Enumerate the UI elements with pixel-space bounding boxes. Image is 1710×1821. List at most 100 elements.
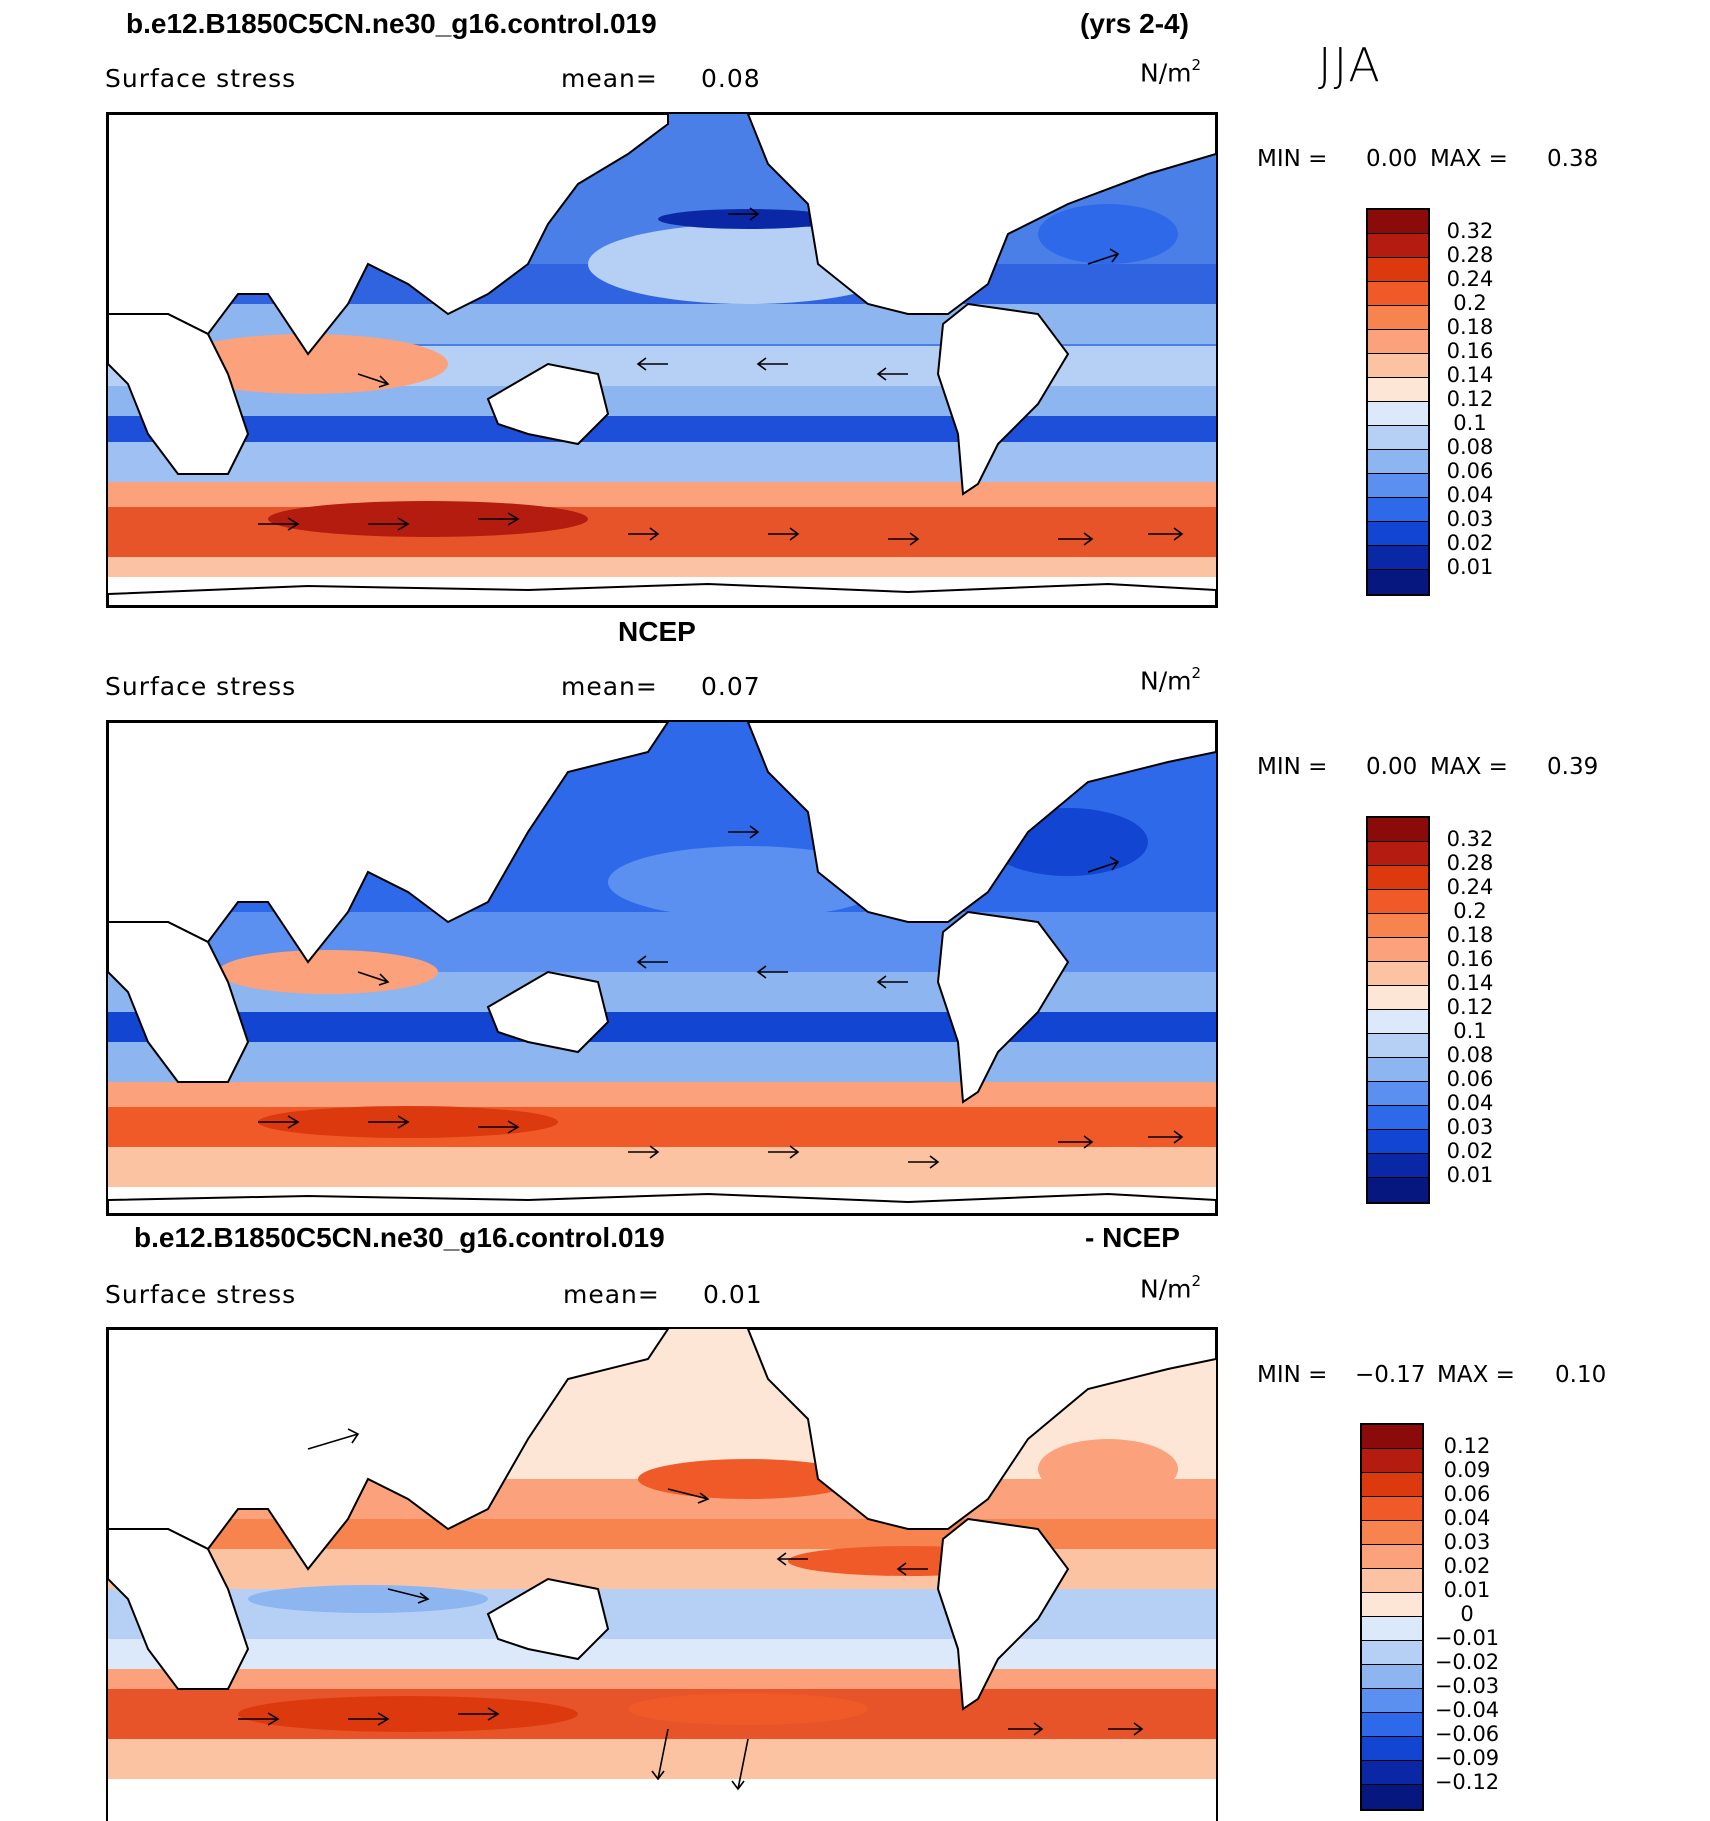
colorbar-tick-label: 0.14	[1446, 971, 1494, 995]
panel1-units: N/m2	[1140, 56, 1202, 87]
colorbar-tick-label: 0.12	[1446, 387, 1494, 411]
colorbar-tick-label: 0.03	[1446, 507, 1494, 531]
colorbar-box	[1368, 986, 1428, 1010]
band	[108, 1042, 1216, 1082]
colorbar-box	[1368, 258, 1428, 282]
continent-south-america	[936, 1517, 1070, 1711]
colorbar-box	[1368, 938, 1428, 962]
colorbar-box	[1368, 914, 1428, 938]
colorbar-box	[1362, 1785, 1422, 1809]
colorbar-box	[1368, 866, 1428, 890]
colorbar-box	[1368, 842, 1428, 866]
panel3-title-left: b.e12.B1850C5CN.ne30_g16.control.019	[134, 1222, 665, 1253]
warm-core	[638, 1459, 858, 1499]
colorbar-tick-label: 0.28	[1446, 243, 1494, 267]
colorbar-tick-label: 0.1	[1453, 1019, 1487, 1043]
panel2-map	[106, 720, 1218, 1216]
panel1-min-value: 0.00	[1366, 146, 1418, 172]
colorbar-tick-label: 0.01	[1443, 1578, 1491, 1602]
colorbar-tick-label: 0.04	[1446, 483, 1494, 507]
colorbar-tick-label: −0.02	[1434, 1650, 1500, 1674]
panel3-map-svg	[108, 1329, 1216, 1821]
panel3-variable: Surface stress	[105, 1280, 297, 1309]
warm-core	[1038, 1439, 1178, 1499]
continent-north-america	[746, 722, 1216, 923]
panel3-units-base: N/m	[1140, 1274, 1192, 1304]
colorbar-tick-label: 0.18	[1446, 315, 1494, 339]
panel1-map-svg	[108, 114, 1216, 606]
panel1-title-left: b.e12.B1850C5CN.ne30_g16.control.019	[126, 8, 657, 39]
warm-core	[628, 1693, 868, 1725]
warm-patch	[218, 950, 438, 994]
colorbar-box	[1368, 962, 1428, 986]
colorbar-box	[1362, 1737, 1422, 1761]
continent-north-america	[746, 1329, 1216, 1530]
colorbar-box	[1368, 1082, 1428, 1106]
colorbar-box	[1368, 474, 1428, 498]
colorbar-box	[1368, 402, 1428, 426]
panel2-mean-value: 0.07	[701, 672, 761, 701]
colorbar-tick-label: 0.18	[1446, 923, 1494, 947]
panel3-units-exp: 2	[1191, 1272, 1202, 1290]
colorbar-tick-label: 0.08	[1446, 1043, 1494, 1067]
panel2-colorbar	[1366, 816, 1430, 1204]
colorbar-box	[1368, 306, 1428, 330]
panel3-max-label: MAX =	[1437, 1362, 1515, 1388]
panel1-map	[106, 112, 1218, 608]
panel2-units-exp: 2	[1191, 664, 1202, 682]
wind-vectors	[258, 207, 1184, 546]
cool-core	[248, 1585, 488, 1613]
continent-north-america	[746, 114, 1216, 315]
panel3-title-right: - NCEP	[1085, 1222, 1180, 1253]
panel3-mean-label: mean=	[563, 1280, 660, 1309]
colorbar-box	[1368, 1058, 1428, 1082]
colorbar-box	[1368, 450, 1428, 474]
max-core	[238, 1696, 578, 1732]
panel1-colorbar	[1366, 208, 1430, 596]
colorbar-box	[1362, 1713, 1422, 1737]
panel1-units-exp: 2	[1191, 56, 1202, 74]
band	[108, 1082, 1216, 1107]
colorbar-box	[1362, 1761, 1422, 1785]
warm-patch	[168, 334, 448, 394]
band	[108, 442, 1216, 482]
colorbar-tick-label: 0.06	[1446, 459, 1494, 483]
colorbar-box	[1368, 1010, 1428, 1034]
band	[108, 1147, 1216, 1187]
panel2-title: NCEP	[618, 616, 696, 647]
colorbar-box	[1368, 1106, 1428, 1130]
continent-australia	[486, 1577, 610, 1661]
panel2-variable: Surface stress	[105, 672, 297, 701]
continent-antarctica	[108, 582, 1216, 606]
colorbar-box	[1362, 1641, 1422, 1665]
panel1-mean-value: 0.08	[701, 64, 761, 93]
band	[108, 1669, 1216, 1689]
continent-africa	[108, 1528, 250, 1690]
season-label: JJA	[1318, 38, 1382, 92]
panel1-max-label: MAX =	[1430, 146, 1508, 172]
continent-south-america	[936, 910, 1070, 1104]
colorbar-tick-label: 0.32	[1446, 827, 1494, 851]
panel2-mean-label: mean=	[561, 672, 658, 701]
colorbar-tick-label: 0.02	[1446, 1139, 1494, 1163]
colorbar-box	[1368, 546, 1428, 570]
colorbar-box	[1368, 890, 1428, 914]
band	[108, 1779, 1216, 1821]
colorbar-box	[1368, 330, 1428, 354]
colorbar-box	[1362, 1497, 1422, 1521]
colorbar-tick-label: 0.09	[1443, 1458, 1491, 1482]
colorbar-tick-label: −0.03	[1434, 1674, 1500, 1698]
colorbar-tick-label: 0.24	[1446, 267, 1494, 291]
colorbar-tick-label: 0.2	[1453, 899, 1487, 923]
colorbar-tick-label: 0.12	[1446, 995, 1494, 1019]
colorbar-tick-label: 0.03	[1446, 1115, 1494, 1139]
colorbar-tick-label: 0.03	[1443, 1530, 1491, 1554]
colorbar-tick-label: 0.06	[1443, 1482, 1491, 1506]
wind-vectors	[258, 825, 1184, 1169]
colorbar-box	[1362, 1617, 1422, 1641]
panel2-min-label: MIN =	[1257, 754, 1328, 780]
colorbar-tick-label: 0.16	[1446, 947, 1494, 971]
colorbar-box	[1368, 818, 1428, 842]
band	[108, 482, 1216, 507]
colorbar-box	[1368, 1154, 1428, 1178]
